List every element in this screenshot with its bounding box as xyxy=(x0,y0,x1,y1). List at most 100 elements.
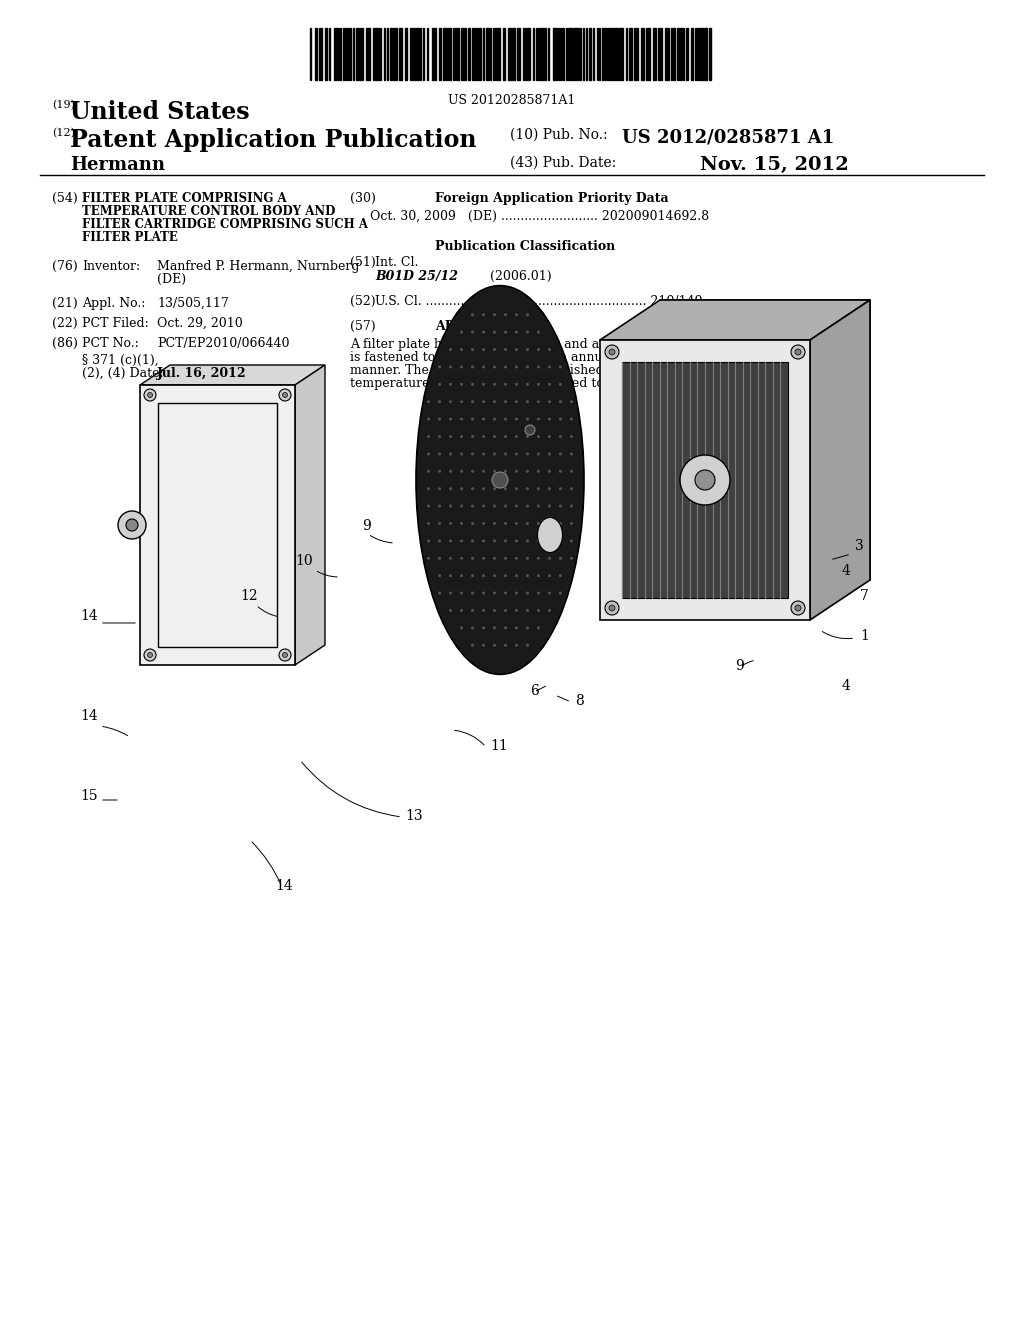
Text: 12: 12 xyxy=(240,589,258,603)
Circle shape xyxy=(795,605,801,611)
Circle shape xyxy=(482,644,485,647)
Circle shape xyxy=(482,627,485,630)
Text: Foreign Application Priority Data: Foreign Application Priority Data xyxy=(435,191,669,205)
Text: B01D 25/12: B01D 25/12 xyxy=(375,271,458,282)
Circle shape xyxy=(471,487,474,490)
Text: (52): (52) xyxy=(350,294,376,308)
Circle shape xyxy=(526,313,529,317)
Polygon shape xyxy=(600,300,870,341)
Circle shape xyxy=(450,591,452,594)
Text: 4: 4 xyxy=(842,678,851,693)
Circle shape xyxy=(695,470,715,490)
Text: PCT Filed:: PCT Filed: xyxy=(82,317,148,330)
Bar xyxy=(461,28,464,81)
Text: Hermann: Hermann xyxy=(70,156,165,174)
Text: 6: 6 xyxy=(530,684,539,698)
Bar xyxy=(439,28,441,81)
Text: (76): (76) xyxy=(52,260,78,273)
Circle shape xyxy=(147,392,153,397)
Circle shape xyxy=(515,417,518,421)
Circle shape xyxy=(504,504,507,508)
Circle shape xyxy=(438,417,441,421)
Circle shape xyxy=(570,436,572,438)
Bar xyxy=(658,28,660,81)
Circle shape xyxy=(515,348,518,351)
Circle shape xyxy=(526,574,529,577)
Text: United States: United States xyxy=(70,100,250,124)
Circle shape xyxy=(450,453,452,455)
Circle shape xyxy=(492,473,508,488)
Text: PCT No.:: PCT No.: xyxy=(82,337,138,350)
Circle shape xyxy=(526,557,529,560)
Bar xyxy=(416,28,419,81)
Circle shape xyxy=(515,540,518,543)
Circle shape xyxy=(144,389,156,401)
Circle shape xyxy=(526,383,529,385)
Circle shape xyxy=(504,453,507,455)
Circle shape xyxy=(537,383,540,385)
Circle shape xyxy=(482,591,485,594)
Bar xyxy=(468,28,470,81)
Bar xyxy=(315,28,317,81)
Circle shape xyxy=(482,313,485,317)
Circle shape xyxy=(450,366,452,368)
Circle shape xyxy=(493,557,496,560)
Bar xyxy=(475,28,477,81)
Circle shape xyxy=(548,348,551,351)
Circle shape xyxy=(559,540,562,543)
Circle shape xyxy=(438,436,441,438)
Circle shape xyxy=(493,330,496,334)
Bar xyxy=(579,28,581,81)
Circle shape xyxy=(482,366,485,368)
Circle shape xyxy=(283,392,288,397)
Circle shape xyxy=(537,487,540,490)
Circle shape xyxy=(482,487,485,490)
Circle shape xyxy=(570,504,572,508)
Bar xyxy=(527,28,530,81)
Circle shape xyxy=(526,436,529,438)
Circle shape xyxy=(548,521,551,525)
Text: PCT/EP2010/066440: PCT/EP2010/066440 xyxy=(157,337,290,350)
Circle shape xyxy=(482,436,485,438)
Bar xyxy=(614,28,617,81)
Circle shape xyxy=(450,470,452,473)
Circle shape xyxy=(460,504,463,508)
Bar xyxy=(629,28,632,81)
Text: (22): (22) xyxy=(52,317,78,330)
Circle shape xyxy=(471,313,474,317)
Circle shape xyxy=(559,557,562,560)
Circle shape xyxy=(548,557,551,560)
Circle shape xyxy=(471,574,474,577)
Bar xyxy=(634,28,636,81)
Circle shape xyxy=(438,591,441,594)
Text: (51): (51) xyxy=(350,256,376,269)
Circle shape xyxy=(450,436,452,438)
Circle shape xyxy=(515,330,518,334)
Text: (2006.01): (2006.01) xyxy=(490,271,552,282)
Bar xyxy=(375,28,377,81)
Circle shape xyxy=(515,557,518,560)
Circle shape xyxy=(471,366,474,368)
Circle shape xyxy=(526,540,529,543)
Circle shape xyxy=(493,313,496,317)
Text: ABSTRACT: ABSTRACT xyxy=(435,319,513,333)
Text: 1: 1 xyxy=(860,630,869,643)
Circle shape xyxy=(504,540,507,543)
Circle shape xyxy=(450,348,452,351)
Circle shape xyxy=(427,540,430,543)
Circle shape xyxy=(450,557,452,560)
Bar xyxy=(562,28,564,81)
Bar xyxy=(677,28,679,81)
Circle shape xyxy=(493,574,496,577)
Circle shape xyxy=(515,521,518,525)
Text: FILTER CARTRIDGE COMPRISING SUCH A: FILTER CARTRIDGE COMPRISING SUCH A xyxy=(82,218,368,231)
Circle shape xyxy=(471,417,474,421)
Text: Inventor:: Inventor: xyxy=(82,260,140,273)
Circle shape xyxy=(537,540,540,543)
Circle shape xyxy=(482,557,485,560)
Circle shape xyxy=(559,383,562,385)
Circle shape xyxy=(526,521,529,525)
Circle shape xyxy=(570,557,572,560)
Circle shape xyxy=(144,649,156,661)
Text: (21): (21) xyxy=(52,297,78,310)
